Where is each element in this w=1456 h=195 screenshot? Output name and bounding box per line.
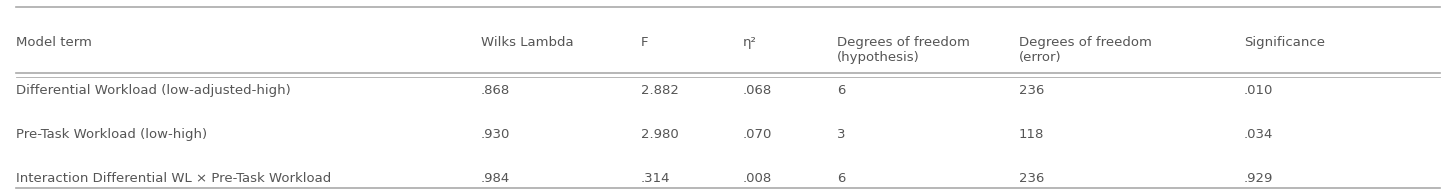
Text: Differential Workload (low-adjusted-high): Differential Workload (low-adjusted-high… <box>16 84 291 97</box>
Text: 3: 3 <box>837 128 846 141</box>
Text: 236: 236 <box>1019 172 1044 185</box>
Text: 6: 6 <box>837 84 846 97</box>
Text: .070: .070 <box>743 128 772 141</box>
Text: Degrees of freedom
(hypothesis): Degrees of freedom (hypothesis) <box>837 36 970 64</box>
Text: 2.882: 2.882 <box>641 84 678 97</box>
Text: F: F <box>641 36 648 49</box>
Text: Pre-Task Workload (low-high): Pre-Task Workload (low-high) <box>16 128 207 141</box>
Text: .034: .034 <box>1243 128 1273 141</box>
Text: Significance: Significance <box>1243 36 1325 49</box>
Text: .930: .930 <box>480 128 510 141</box>
Text: .010: .010 <box>1243 84 1273 97</box>
Text: 6: 6 <box>837 172 846 185</box>
Text: Model term: Model term <box>16 36 92 49</box>
Text: .008: .008 <box>743 172 772 185</box>
Text: .868: .868 <box>480 84 510 97</box>
Text: Interaction Differential WL × Pre-Task Workload: Interaction Differential WL × Pre-Task W… <box>16 172 331 185</box>
Text: .068: .068 <box>743 84 772 97</box>
Text: .984: .984 <box>480 172 510 185</box>
Text: 236: 236 <box>1019 84 1044 97</box>
Text: 118: 118 <box>1019 128 1044 141</box>
Text: Wilks Lambda: Wilks Lambda <box>480 36 574 49</box>
Text: η²: η² <box>743 36 757 49</box>
Text: 2.980: 2.980 <box>641 128 678 141</box>
Text: .929: .929 <box>1243 172 1273 185</box>
Text: .314: .314 <box>641 172 670 185</box>
Text: Degrees of freedom
(error): Degrees of freedom (error) <box>1019 36 1152 64</box>
